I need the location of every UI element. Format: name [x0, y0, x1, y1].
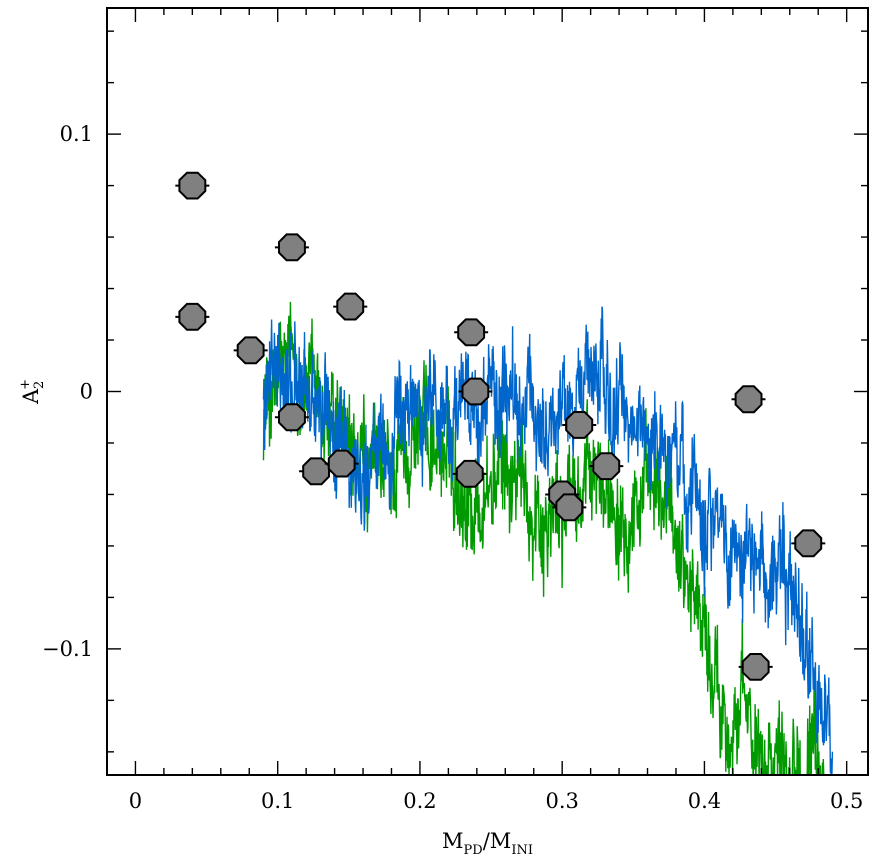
point-marker	[734, 385, 763, 414]
y-tick-label: −0.1	[42, 637, 93, 661]
data-point	[233, 336, 268, 365]
point-marker	[236, 336, 265, 365]
point-marker	[592, 452, 621, 481]
data-point	[454, 318, 489, 347]
point-marker	[461, 377, 490, 406]
point-marker	[302, 457, 330, 486]
point-marker	[178, 302, 207, 331]
data-point	[562, 411, 597, 439]
svg-text:A+2: A+2	[18, 379, 47, 405]
point-marker	[178, 171, 207, 200]
data-point	[458, 377, 493, 406]
data-point	[333, 292, 368, 321]
x-tick-label: 0.2	[403, 789, 436, 813]
data-point	[175, 171, 210, 200]
point-marker	[555, 493, 584, 522]
data-point	[274, 403, 309, 432]
data-point	[452, 459, 487, 488]
x-tick-label: 0	[129, 789, 142, 813]
data-point	[175, 302, 210, 331]
data-point	[738, 653, 773, 681]
y-tick-label: 0	[80, 380, 93, 404]
data-point	[324, 449, 359, 478]
x-axis-label: MPD/MINI	[442, 829, 533, 858]
data-point	[552, 493, 587, 522]
x-tick-label: 0.5	[830, 789, 863, 813]
point-marker	[336, 292, 365, 321]
data-point	[791, 529, 826, 558]
point-marker	[794, 529, 823, 558]
x-tick-label: 0.1	[261, 789, 294, 813]
point-marker	[741, 653, 770, 681]
plot-frame	[106, 7, 869, 776]
series-layer	[262, 301, 834, 775]
x-tick-label: 0.3	[545, 789, 578, 813]
ticks-layer	[106, 8, 868, 775]
point-marker	[327, 449, 356, 478]
x-tick-label: 0.4	[688, 789, 721, 813]
y-tick-label: 0.1	[60, 122, 93, 146]
point-marker	[565, 411, 594, 439]
point-marker	[455, 459, 484, 488]
y-axis-label: A+2	[18, 379, 47, 405]
tick-labels-layer: 0 0.1 0.2 0.3 0.4 0.5 −0.1 0 0.1	[42, 122, 863, 813]
points-layer	[175, 171, 826, 681]
series-line-1	[262, 306, 834, 775]
point-marker	[278, 403, 306, 432]
point-marker	[278, 233, 306, 262]
data-point	[274, 233, 309, 262]
data-point	[589, 452, 624, 481]
point-marker	[457, 318, 486, 347]
data-point	[731, 385, 766, 414]
